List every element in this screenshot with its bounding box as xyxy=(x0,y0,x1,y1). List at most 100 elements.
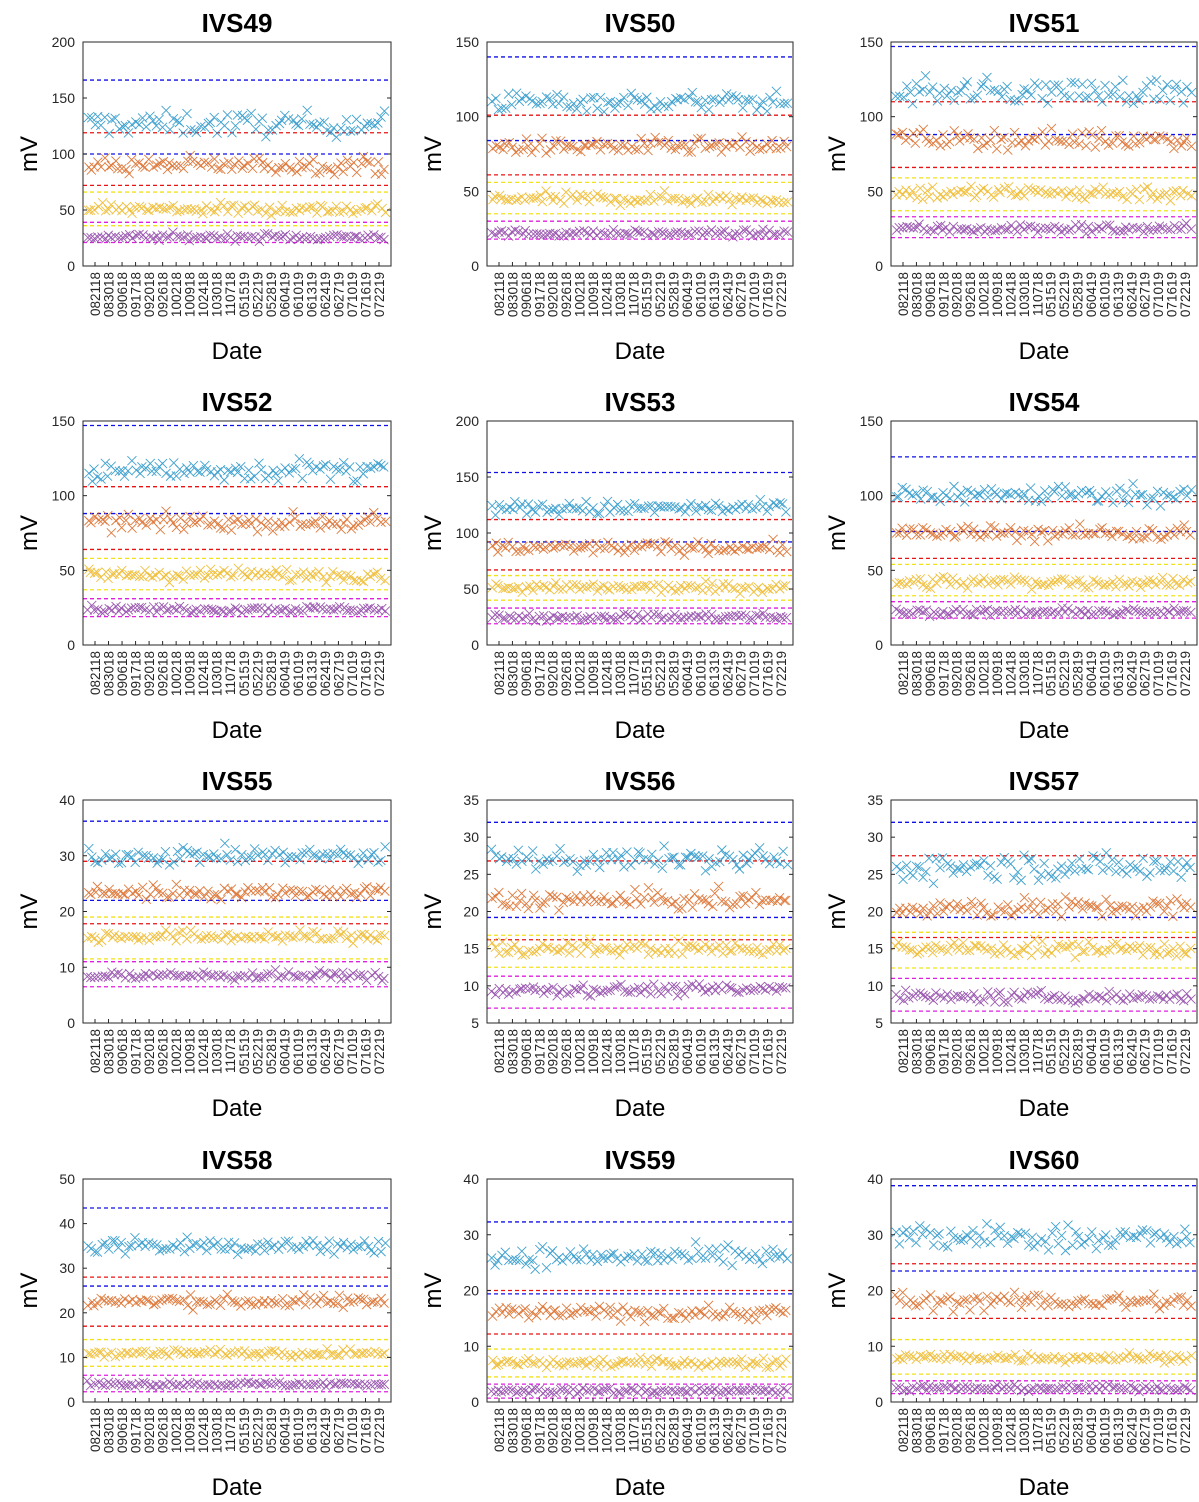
data-point xyxy=(566,540,576,551)
data-point xyxy=(514,96,525,107)
data-point xyxy=(1175,190,1186,201)
data-point xyxy=(341,231,352,241)
data-point xyxy=(938,906,949,917)
data-point xyxy=(968,1225,978,1236)
x-tick-label: 083018 xyxy=(505,1029,520,1074)
x-tick-label: 062719 xyxy=(331,1029,346,1074)
data-point xyxy=(589,1355,599,1366)
data-point xyxy=(236,849,247,860)
data-point xyxy=(130,1232,140,1243)
data-point xyxy=(305,1380,315,1390)
data-point xyxy=(965,94,976,104)
data-point xyxy=(1083,1298,1094,1309)
data-point xyxy=(1064,864,1074,874)
data-point xyxy=(205,1299,215,1309)
data-point xyxy=(1073,1231,1084,1242)
data-point xyxy=(709,888,720,899)
data-point xyxy=(273,476,283,486)
data-point xyxy=(120,1249,131,1259)
data-point xyxy=(178,128,189,138)
data-point xyxy=(757,1258,768,1269)
data-point xyxy=(252,526,263,537)
data-point xyxy=(744,614,754,624)
data-point xyxy=(942,989,953,999)
data-point xyxy=(592,136,602,147)
x-tick-label: 102418 xyxy=(599,1029,614,1074)
data-point xyxy=(777,613,788,623)
data-point xyxy=(157,122,168,133)
y-tick-label: 40 xyxy=(59,1216,75,1232)
data-point xyxy=(164,577,175,588)
data-point xyxy=(106,527,117,538)
x-tick-label: 061319 xyxy=(1111,1029,1126,1074)
data-point xyxy=(638,613,649,623)
data-point xyxy=(182,1347,192,1357)
data-point xyxy=(103,1377,114,1388)
data-point xyxy=(615,583,626,593)
x-tick-label: 071619 xyxy=(761,1029,776,1074)
data-point xyxy=(164,232,175,242)
x-tick-label: 100918 xyxy=(183,1408,198,1453)
x-axis-label: Date xyxy=(1019,338,1070,365)
data-point xyxy=(1169,530,1180,540)
x-tick-label: 090618 xyxy=(519,1029,534,1074)
data-point xyxy=(169,1345,179,1355)
data-point xyxy=(273,1244,284,1255)
data-point xyxy=(731,987,742,997)
data-point xyxy=(914,1220,925,1231)
data-point xyxy=(196,934,207,945)
data-point xyxy=(545,145,556,155)
data-point xyxy=(928,1240,939,1250)
data-point xyxy=(552,613,562,623)
data-point xyxy=(375,929,386,940)
x-tick-label: 092018 xyxy=(546,1408,561,1453)
data-point xyxy=(907,186,918,196)
data-point xyxy=(329,169,340,180)
data-point xyxy=(758,224,768,235)
data-point xyxy=(1152,991,1163,1001)
x-tick-label: 092618 xyxy=(156,1408,171,1453)
x-tick-label: 083018 xyxy=(505,1408,520,1453)
data-point xyxy=(1086,78,1097,89)
data-point xyxy=(568,228,578,238)
data-point xyxy=(741,195,752,205)
data-point xyxy=(971,1239,982,1249)
data-point xyxy=(362,511,373,522)
data-point xyxy=(975,490,985,500)
data-point xyxy=(304,1240,314,1251)
data-point xyxy=(895,1295,905,1306)
data-point xyxy=(1134,95,1144,105)
data-point xyxy=(707,901,718,912)
data-point xyxy=(937,1296,948,1306)
data-point xyxy=(737,103,748,113)
data-point xyxy=(168,518,178,528)
data-point xyxy=(153,887,164,898)
data-point xyxy=(744,946,755,957)
data-point xyxy=(704,141,715,152)
data-point xyxy=(162,164,173,175)
data-point xyxy=(92,567,103,578)
data-point xyxy=(548,99,558,110)
data-point xyxy=(169,857,179,867)
data-point xyxy=(694,1306,705,1317)
data-point xyxy=(191,604,202,615)
series-4 xyxy=(82,1375,390,1392)
series-4 xyxy=(487,224,793,242)
y-tick-label: 25 xyxy=(463,866,479,882)
x-tick-label: 092018 xyxy=(950,651,965,696)
data-point xyxy=(1036,527,1047,537)
data-point xyxy=(982,604,993,615)
data-point xyxy=(1064,139,1074,150)
y-tick-label: 100 xyxy=(860,109,884,125)
data-point xyxy=(284,1380,295,1391)
data-point xyxy=(89,162,99,172)
data-point xyxy=(755,494,766,505)
data-point xyxy=(1181,1231,1192,1242)
y-tick-label: 150 xyxy=(860,34,884,50)
data-point xyxy=(1003,182,1014,192)
data-point xyxy=(85,889,96,900)
data-point xyxy=(157,458,168,469)
data-point xyxy=(217,934,227,945)
x-tick-label: 060419 xyxy=(277,1408,292,1453)
data-point xyxy=(891,861,902,872)
